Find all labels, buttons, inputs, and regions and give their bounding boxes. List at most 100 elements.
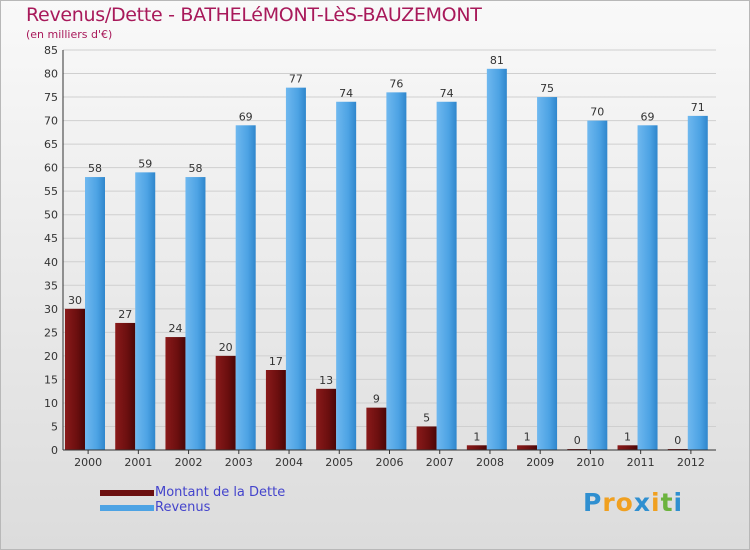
bar-revenus-2002 — [185, 177, 206, 450]
x-tick-label: 2002 — [175, 456, 203, 469]
legend-swatch-revenus — [100, 505, 154, 511]
legend-label-debt: Montant de la Dette — [155, 485, 286, 500]
data-label-debt-2011: 1 — [624, 430, 631, 443]
logo-letter: o — [615, 488, 634, 517]
bar-debt-2000 — [65, 308, 85, 450]
bar-revenus-2005 — [336, 101, 357, 450]
bar-revenus-2012 — [687, 115, 708, 450]
bar-revenus-2007 — [436, 101, 457, 450]
bars — [65, 68, 708, 451]
y-tick-label: 75 — [44, 91, 58, 104]
data-label-debt-2002: 24 — [168, 322, 182, 335]
data-label-revenus-2000: 58 — [88, 162, 102, 175]
bar-debt-2008 — [466, 445, 487, 450]
x-tick-label: 2000 — [74, 456, 102, 469]
data-label-debt-2000: 30 — [68, 294, 82, 307]
x-tick-label: 2003 — [225, 456, 253, 469]
y-tick-label: 30 — [44, 303, 58, 316]
data-label-debt-2012: 0 — [674, 434, 681, 447]
y-tick-label: 0 — [51, 444, 58, 457]
bar-debt-2002 — [165, 337, 186, 450]
legend-swatch-debt — [100, 490, 154, 496]
data-labels: 30 58 27 59 24 58 20 69 17 77 13 74 9 76 5 74 1 81 1 75 0 70 1… — [68, 54, 705, 447]
logo-letter: i — [673, 488, 684, 517]
bar-revenus-2004 — [285, 87, 306, 450]
logo-letter: r — [602, 488, 616, 517]
x-tick-label: 2006 — [376, 456, 404, 469]
data-label-debt-2006: 9 — [373, 393, 380, 406]
bar-debt-2004 — [265, 370, 286, 450]
x-tick-label: 2001 — [124, 456, 152, 469]
x-tick-label: 2004 — [275, 456, 303, 469]
y-tick-label: 45 — [44, 232, 58, 245]
y-tick-label: 50 — [44, 209, 58, 222]
chart-title: Revenus/Dette - BATHELéMONT-LèS-BAUZEMON… — [26, 4, 482, 26]
bar-revenus-2006 — [386, 92, 407, 451]
logo-letter: x — [633, 488, 651, 517]
bar-debt-2011 — [617, 445, 638, 450]
x-tick-label: 2012 — [677, 456, 705, 469]
y-tick-label: 65 — [44, 138, 58, 151]
data-label-revenus-2008: 81 — [490, 54, 504, 67]
bar-debt-2007 — [416, 426, 437, 450]
data-label-debt-2007: 5 — [423, 411, 430, 424]
x-tick-label: 2008 — [476, 456, 504, 469]
bar-revenus-2000 — [85, 177, 105, 450]
legend-label-revenus: Revenus — [155, 500, 211, 515]
data-label-revenus-2002: 58 — [188, 162, 202, 175]
bar-revenus-2003 — [235, 125, 256, 450]
data-label-revenus-2010: 70 — [590, 106, 604, 119]
data-label-debt-2003: 20 — [219, 341, 233, 354]
data-label-revenus-2004: 77 — [289, 73, 303, 86]
data-label-revenus-2003: 69 — [239, 110, 253, 123]
data-label-revenus-2006: 76 — [389, 77, 403, 90]
proxiti-logo: Proxiti — [583, 488, 683, 517]
bar-revenus-2011 — [637, 125, 658, 450]
data-label-revenus-2009: 75 — [540, 82, 554, 95]
data-label-debt-2009: 1 — [524, 430, 531, 443]
y-tick-label: 85 — [44, 44, 58, 57]
data-label-revenus-2001: 59 — [138, 157, 152, 170]
y-tick-label: 70 — [44, 115, 58, 128]
y-tick-label: 20 — [44, 350, 58, 363]
bar-revenus-2009 — [537, 97, 558, 450]
bar-debt-2005 — [316, 388, 337, 450]
logo-letter: t — [660, 488, 674, 517]
data-label-revenus-2011: 69 — [641, 110, 655, 123]
bar-debt-2009 — [517, 445, 538, 450]
bar-debt-2003 — [215, 355, 236, 450]
y-tick-label: 40 — [44, 256, 58, 269]
y-tick-label: 15 — [44, 373, 58, 386]
data-label-debt-2010: 0 — [574, 434, 581, 447]
data-label-revenus-2005: 74 — [339, 87, 353, 100]
x-tick-label: 2010 — [576, 456, 604, 469]
y-tick-label: 55 — [44, 185, 58, 198]
bar-revenus-2010 — [587, 120, 608, 451]
chart-subtitle: (en milliers d'€) — [26, 28, 113, 41]
x-tick-label: 2005 — [325, 456, 353, 469]
x-tick-label: 2011 — [627, 456, 655, 469]
y-tick-label: 80 — [44, 68, 58, 81]
y-tick-label: 10 — [44, 397, 58, 410]
data-label-debt-2001: 27 — [118, 308, 132, 321]
data-label-debt-2008: 1 — [473, 430, 480, 443]
bar-debt-2006 — [366, 407, 387, 450]
logo-letter: i — [651, 488, 661, 517]
bar-revenus-2001 — [135, 172, 156, 450]
y-tick-label: 35 — [44, 279, 58, 292]
bar-revenus-2008 — [486, 68, 507, 450]
data-label-debt-2004: 17 — [269, 355, 283, 368]
y-tick-label: 25 — [44, 326, 58, 339]
logo-letter: P — [583, 488, 603, 517]
data-label-revenus-2007: 74 — [440, 87, 454, 100]
x-tick-label: 2007 — [426, 456, 454, 469]
data-label-revenus-2012: 71 — [691, 101, 705, 114]
y-tick-label: 60 — [44, 162, 58, 175]
bar-debt-2001 — [115, 322, 136, 450]
y-tick-label: 5 — [51, 420, 58, 433]
data-label-debt-2005: 13 — [319, 374, 333, 387]
x-tick-label: 2009 — [526, 456, 554, 469]
